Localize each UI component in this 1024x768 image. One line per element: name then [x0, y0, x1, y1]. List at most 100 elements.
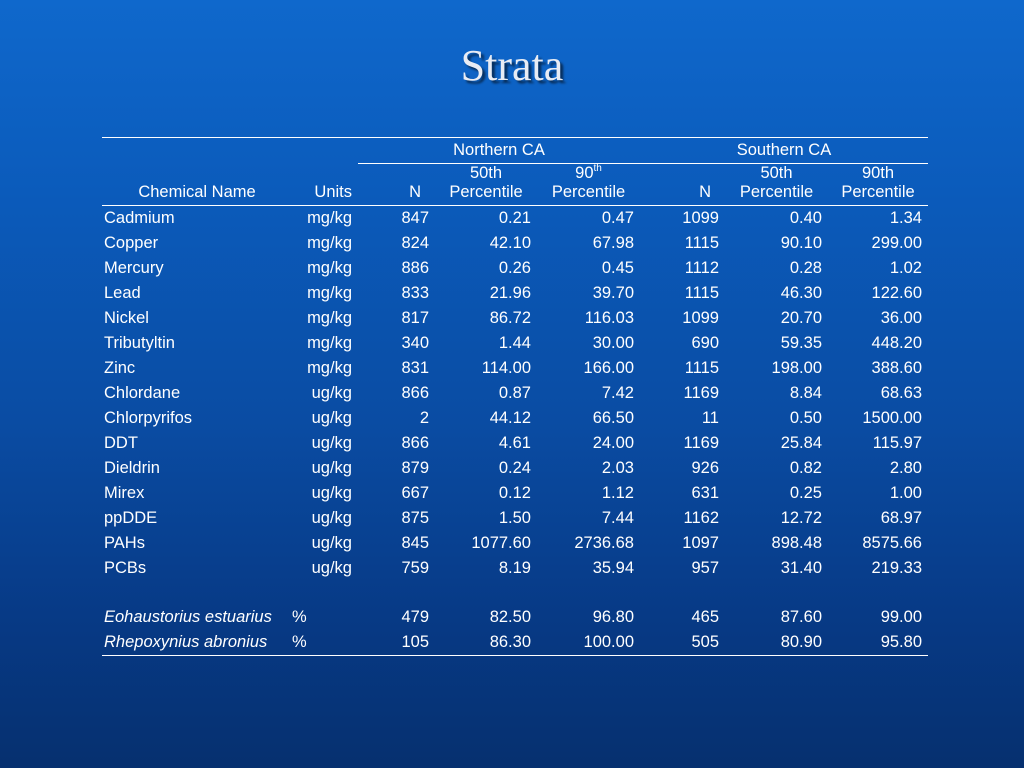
- column-header-p90-south: 90th Percentile: [828, 163, 928, 206]
- cell-n-north: 667: [401, 484, 429, 502]
- cell-chemical-name: Mercury: [104, 259, 164, 277]
- table-row: ppDDE ug/kg 875 1.50 7.44 1162 12.72 68.97: [102, 506, 928, 531]
- chemical-rows: Cadmium mg/kg 847 0.21 0.47 1099 0.40 1.34 Coppe…: [102, 206, 928, 656]
- p90-south-bottom: Percentile: [841, 183, 915, 201]
- cell-units: mg/kg: [307, 359, 352, 377]
- cell-p50-south: 87.60: [780, 608, 822, 626]
- p50-south-bottom: Percentile: [739, 183, 814, 201]
- p50-north-bottom: Percentile: [449, 183, 523, 201]
- cell-units: mg/kg: [307, 209, 352, 227]
- cell-chemical-name: Dieldrin: [104, 459, 160, 477]
- cell-n-south: 11: [701, 409, 719, 427]
- cell-n-north: 833: [401, 284, 429, 302]
- table-row: Rhepoxynius abronius% 105 86.30 100.00 505 80…: [102, 630, 928, 656]
- column-header-units: Units: [292, 163, 358, 206]
- cell-n-north: 886: [401, 259, 429, 277]
- cell-p50-south: 31.40: [780, 559, 822, 577]
- cell-p90-south: 1.02: [889, 259, 922, 277]
- column-header-n-south: N: [640, 163, 725, 206]
- cell-n-south: 1112: [684, 259, 719, 277]
- cell-p90-north: 0.45: [601, 259, 634, 277]
- cell-p50-north: 1.50: [498, 509, 531, 527]
- cell-p50-south: 25.84: [780, 434, 822, 452]
- cell-p50-north: 1077.60: [471, 534, 531, 552]
- cell-chemical-name: ppDDE: [104, 509, 158, 527]
- p90-north-sup: th: [593, 163, 602, 174]
- cell-p90-south: 36.00: [880, 309, 922, 327]
- table-row: Chlorpyrifos ug/kg 2 44.12 66.50 11 0.50 1500.0…: [102, 406, 928, 431]
- cell-chemical-name: Mirex: [104, 484, 145, 502]
- table-row: Mirex ug/kg 667 0.12 1.12 631 0.25 1.00: [102, 481, 928, 506]
- cell-n-south: 1097: [682, 534, 719, 552]
- spacer-row: [102, 581, 928, 605]
- cell-p90-south: 1.00: [889, 484, 922, 502]
- cell-units: ug/kg: [311, 459, 352, 477]
- cell-chemical-name: Eohaustorius estuarius: [104, 608, 272, 626]
- cell-p90-south: 388.60: [871, 359, 922, 377]
- cell-chemical-name: PAHs: [104, 534, 145, 552]
- spacer-cell: [102, 581, 928, 605]
- cell-p90-north: 1.12: [601, 484, 634, 502]
- table-row: Tributyltin mg/kg 340 1.44 30.00 690 59.35 448.…: [102, 331, 928, 356]
- cell-p50-south: 20.70: [780, 309, 822, 327]
- cell-chemical-name: Chlordane: [104, 384, 181, 402]
- column-header-chemical-name: Chemical Name: [102, 163, 292, 206]
- group-header-southern-ca: Southern CA: [640, 138, 928, 164]
- cell-p50-south: 0.50: [789, 409, 822, 427]
- table-row: Eohaustorius estuarius% 479 82.50 96.80 465 8…: [102, 605, 928, 630]
- cell-n-south: 505: [640, 630, 725, 656]
- cell-p50-south: 12.72: [780, 509, 822, 527]
- table-row: Dieldrin ug/kg 879 0.24 2.03 926 0.82 2.80: [102, 456, 928, 481]
- cell-units: ug/kg: [311, 509, 352, 527]
- p90-north-top: 90: [575, 164, 594, 182]
- slide-title: Strata: [460, 41, 564, 90]
- cell-p50-south: 90.10: [780, 234, 822, 252]
- cell-n-south: 1115: [684, 284, 719, 302]
- strata-table-container: Northern CA Southern CA Chemical Name Un…: [102, 137, 928, 656]
- table-row: Nickel mg/kg 817 86.72 116.03 1099 20.70 36.00: [102, 306, 928, 331]
- cell-chemical-name: Rhepoxynius abronius: [102, 630, 292, 656]
- cell-p50-north: 0.21: [498, 209, 531, 227]
- cell-p50-north: 0.24: [498, 459, 531, 477]
- cell-p50-north: 0.87: [498, 384, 531, 402]
- cell-p50-north: 86.72: [489, 309, 531, 327]
- cell-units: mg/kg: [307, 309, 352, 327]
- cell-chemical-name: Nickel: [104, 309, 149, 327]
- p90-north-bottom: Percentile: [551, 183, 626, 201]
- cell-p90-south: 122.60: [871, 284, 922, 302]
- table-row: Lead mg/kg 833 21.96 39.70 1115 46.30 122.60: [102, 281, 928, 306]
- table-row: Cadmium mg/kg 847 0.21 0.47 1099 0.40 1.34: [102, 206, 928, 232]
- cell-p50-north: 0.26: [498, 259, 531, 277]
- cell-p50-south: 198.00: [771, 359, 822, 377]
- cell-p50-north: 86.30: [435, 630, 537, 656]
- cell-p90-south: 1.34: [889, 209, 922, 227]
- cell-n-north: 340: [401, 334, 429, 352]
- cell-n-south: 926: [691, 459, 719, 477]
- cell-p90-north: 66.50: [592, 409, 634, 427]
- cell-p50-south: 0.40: [789, 209, 822, 227]
- cell-p50-south: 59.35: [780, 334, 822, 352]
- cell-chemical-name: DDT: [104, 434, 138, 452]
- cell-n-north: 759: [401, 559, 429, 577]
- cell-n-south: 1099: [682, 209, 719, 227]
- cell-units: ug/kg: [311, 384, 352, 402]
- cell-p90-north: 7.44: [601, 509, 634, 527]
- cell-units: mg/kg: [307, 234, 352, 252]
- table-row: Chlordane ug/kg 866 0.87 7.42 1169 8.84 68.63: [102, 381, 928, 406]
- cell-p50-north: 8.19: [498, 559, 531, 577]
- cell-p50-north: 44.12: [489, 409, 531, 427]
- cell-p90-south: 448.20: [871, 334, 922, 352]
- cell-p90-north: 35.94: [592, 559, 634, 577]
- cell-units: ug/kg: [311, 434, 352, 452]
- p90-south-top: 90th: [861, 164, 895, 182]
- cell-p90-south: 68.63: [880, 384, 922, 402]
- column-header-row: Chemical Name Units N 50th Percentile 90…: [102, 163, 928, 206]
- cell-n-south: 1115: [684, 359, 719, 377]
- cell-p50-south: 80.90: [725, 630, 828, 656]
- cell-p90-south: 95.80: [828, 630, 928, 656]
- cell-p50-north: 4.61: [498, 434, 531, 452]
- cell-n-north: 817: [401, 309, 429, 327]
- p50-south-top: 50th: [760, 164, 793, 182]
- cell-p90-south: 8575.66: [862, 534, 922, 552]
- cell-n-south: 690: [691, 334, 719, 352]
